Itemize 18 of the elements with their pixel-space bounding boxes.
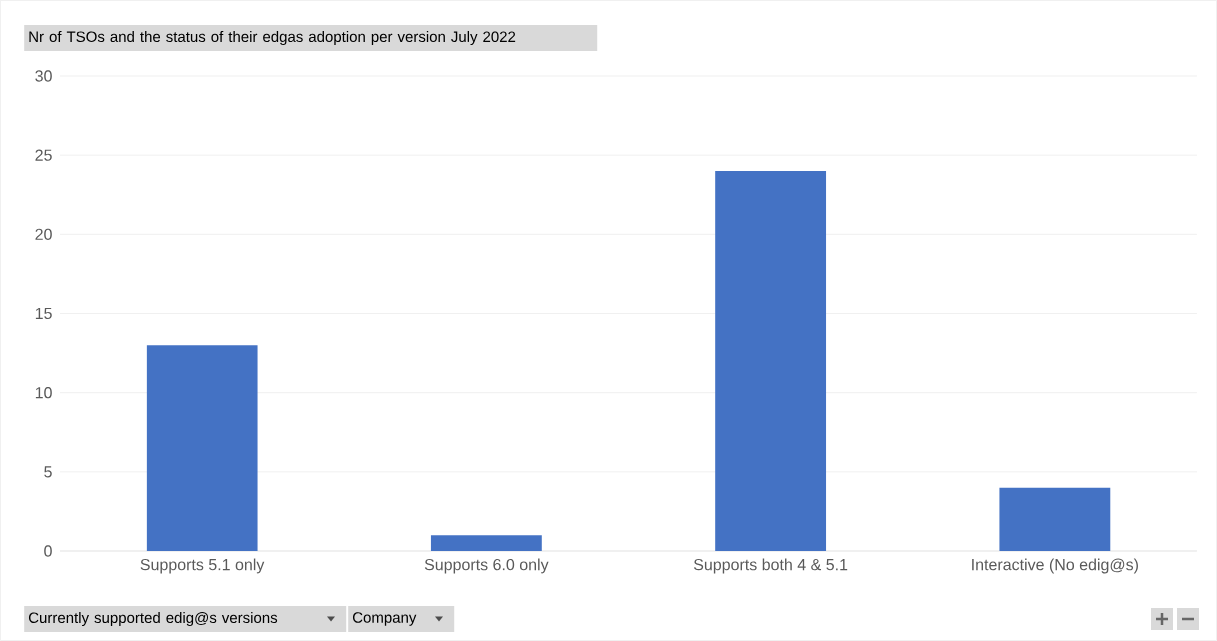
y-tick-label: 30 [35, 70, 52, 82]
y-tick-label: 10 [35, 387, 52, 399]
x-tick-label: Supports 6.0 only [424, 558, 549, 574]
chart-title: Nr of TSOs and the status of their edgas adoption per version July 2022 [29, 31, 516, 45]
x-tick-label: Supports both 4 & 5.1 [693, 558, 848, 574]
y-tick-label: 15 [35, 307, 52, 320]
bar [146, 345, 258, 551]
bar [999, 487, 1111, 551]
bar [430, 535, 542, 551]
y-tick-label: 25 [35, 149, 52, 161]
bar [715, 171, 827, 551]
y-tick-label: 5 [44, 466, 52, 478]
text: Currently supported edig@s versions [28, 612, 278, 626]
text: Company [352, 612, 417, 626]
y-tick-label: 0 [44, 545, 52, 557]
x-tick-label: Supports 5.1 only [140, 558, 265, 574]
y-tick-label: 20 [35, 228, 52, 240]
x-tick-label: Interactive (No edig@s) [972, 558, 1138, 574]
